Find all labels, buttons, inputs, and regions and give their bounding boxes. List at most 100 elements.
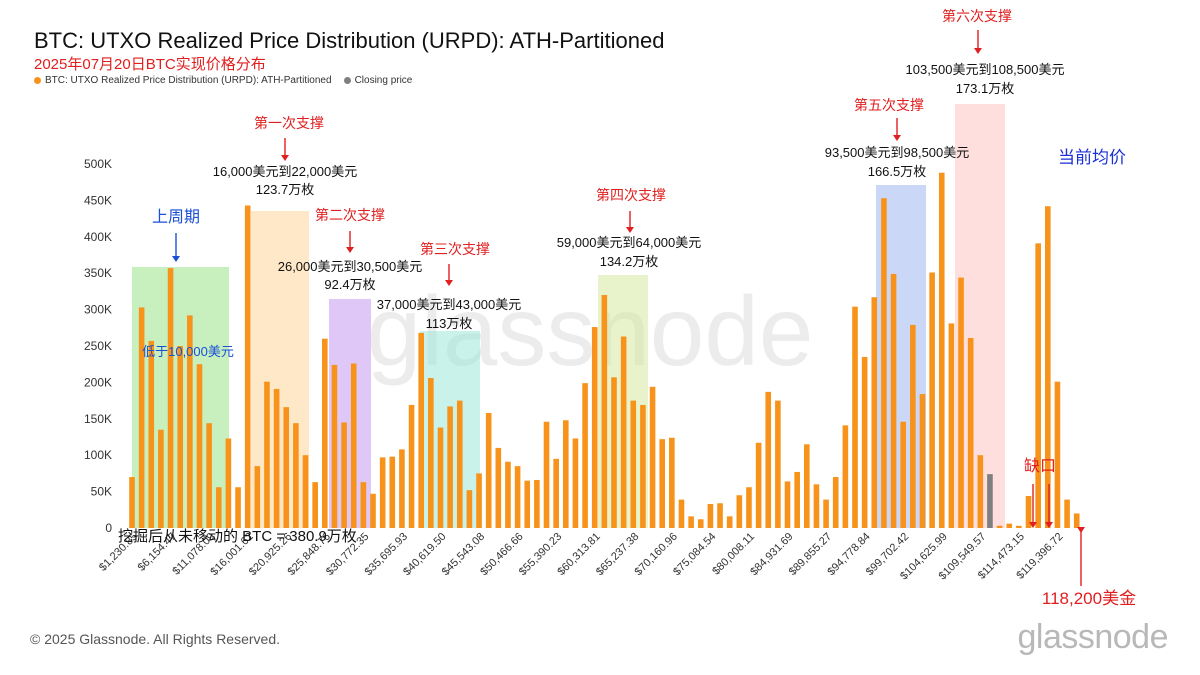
bar[interactable]	[900, 421, 906, 528]
bar[interactable]	[832, 477, 839, 528]
bar[interactable]	[206, 423, 212, 528]
bar[interactable]	[620, 336, 627, 528]
bar[interactable]	[659, 439, 665, 528]
bar[interactable]	[977, 455, 984, 528]
bar[interactable]	[553, 458, 559, 528]
bar[interactable]	[437, 427, 444, 528]
bar[interactable]	[996, 525, 1003, 528]
bar[interactable]	[630, 400, 637, 528]
bar[interactable]	[649, 386, 656, 528]
bar[interactable]	[591, 327, 598, 528]
bar[interactable]	[273, 388, 280, 528]
bar[interactable]	[264, 381, 270, 528]
bar[interactable]	[669, 437, 675, 528]
bar[interactable]	[967, 337, 974, 528]
bar[interactable]	[1016, 525, 1022, 528]
bar[interactable]	[852, 306, 858, 528]
bar[interactable]	[196, 364, 203, 528]
bar[interactable]	[640, 404, 646, 528]
bar[interactable]	[379, 457, 386, 528]
bar[interactable]	[881, 198, 887, 528]
bar[interactable]	[466, 490, 473, 528]
bar[interactable]	[582, 383, 588, 528]
legend-item-closing[interactable]: Closing price	[343, 75, 412, 86]
bar[interactable]	[717, 503, 723, 528]
closing-price-bar[interactable]	[987, 474, 993, 528]
bar[interactable]	[350, 363, 357, 528]
bar[interactable]	[938, 172, 945, 529]
bar[interactable]	[524, 480, 531, 528]
bar[interactable]	[678, 499, 685, 528]
bar[interactable]	[505, 461, 511, 528]
bar[interactable]	[755, 442, 762, 528]
bar[interactable]	[177, 346, 183, 528]
bar[interactable]	[428, 378, 434, 528]
bar[interactable]	[1006, 523, 1013, 528]
bar[interactable]	[244, 205, 251, 529]
bar[interactable]	[1025, 495, 1032, 528]
bar[interactable]	[408, 404, 415, 528]
bar[interactable]	[138, 307, 145, 528]
bar[interactable]	[187, 315, 193, 528]
bar[interactable]	[1064, 499, 1070, 528]
bar[interactable]	[302, 455, 309, 528]
bar[interactable]	[312, 482, 318, 528]
bar[interactable]	[322, 338, 328, 528]
bar[interactable]	[1035, 243, 1041, 528]
bar[interactable]	[534, 479, 540, 528]
bar[interactable]	[293, 423, 299, 528]
bar[interactable]	[283, 407, 290, 528]
bar[interactable]	[447, 406, 453, 528]
bar[interactable]	[225, 438, 232, 528]
bar[interactable]	[1073, 513, 1080, 528]
bar[interactable]	[601, 295, 608, 528]
bar[interactable]	[129, 477, 135, 528]
bar[interactable]	[804, 444, 810, 528]
bar[interactable]	[919, 394, 926, 528]
bar[interactable]	[360, 482, 367, 528]
bar[interactable]	[563, 420, 569, 528]
bar[interactable]	[707, 503, 714, 528]
bar[interactable]	[890, 273, 897, 528]
bar[interactable]	[331, 364, 338, 528]
bar[interactable]	[1045, 206, 1051, 528]
bar[interactable]	[341, 422, 347, 528]
bar[interactable]	[456, 400, 463, 528]
bar[interactable]	[794, 471, 800, 528]
bar[interactable]	[697, 519, 704, 528]
bar[interactable]	[158, 429, 164, 528]
bar[interactable]	[543, 421, 550, 528]
bar[interactable]	[823, 499, 829, 528]
bar[interactable]	[929, 272, 935, 528]
bar[interactable]	[688, 516, 694, 528]
bar[interactable]	[514, 466, 521, 528]
bar[interactable]	[215, 487, 222, 528]
bar[interactable]	[784, 481, 791, 528]
bar[interactable]	[726, 516, 733, 528]
bar[interactable]	[765, 391, 772, 528]
bar[interactable]	[910, 324, 916, 528]
bar[interactable]	[948, 323, 955, 528]
bar[interactable]	[842, 425, 849, 528]
bar[interactable]	[485, 412, 492, 528]
bar[interactable]	[389, 456, 396, 528]
bar[interactable]	[495, 447, 502, 528]
bar[interactable]	[572, 438, 579, 528]
bar[interactable]	[611, 377, 617, 528]
bar[interactable]	[813, 484, 820, 528]
bar[interactable]	[871, 297, 878, 528]
bar[interactable]	[861, 356, 868, 528]
bar[interactable]	[418, 332, 424, 528]
legend-item-urpd[interactable]: BTC: UTXO Realized Price Distribution (U…	[34, 75, 332, 86]
bar[interactable]	[775, 400, 781, 528]
bar[interactable]	[254, 466, 261, 528]
bar[interactable]	[476, 473, 482, 528]
bar[interactable]	[746, 487, 752, 528]
bar[interactable]	[736, 495, 743, 528]
bar[interactable]	[167, 268, 174, 528]
bar[interactable]	[1054, 381, 1061, 528]
bar[interactable]	[235, 487, 241, 528]
bar[interactable]	[399, 449, 405, 528]
bar[interactable]	[370, 493, 376, 528]
bar[interactable]	[958, 277, 964, 528]
